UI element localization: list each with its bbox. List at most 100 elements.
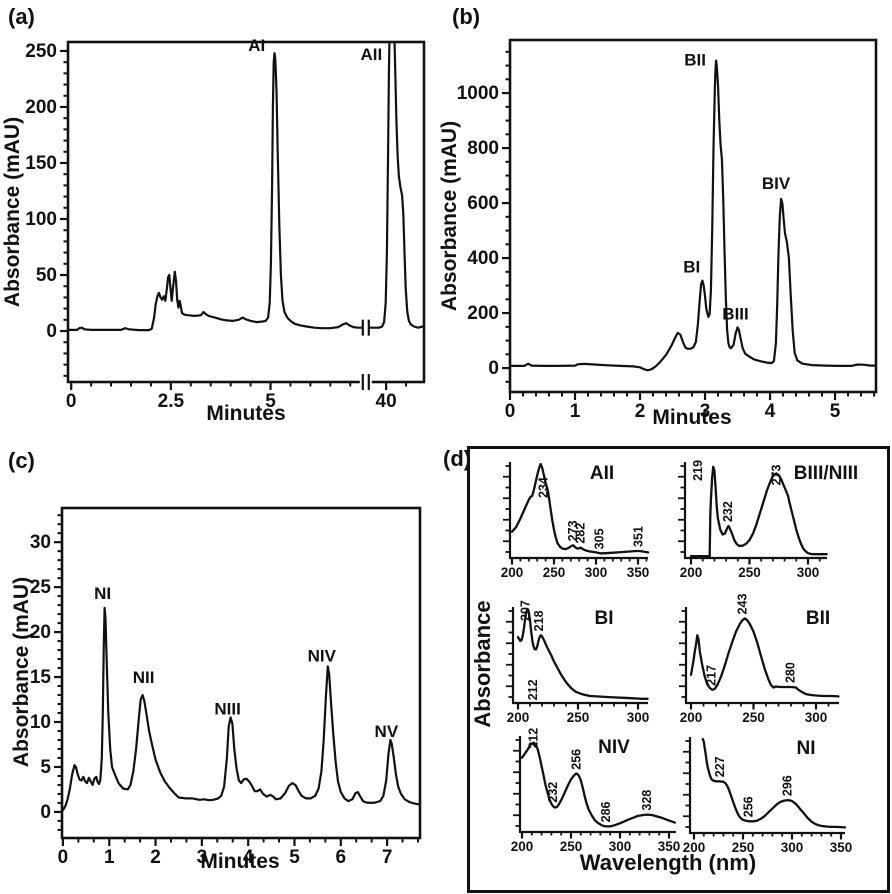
uv-spectrum-niv: 200 250 300 350 212 232 256 286 328 NIV xyxy=(511,728,681,854)
svg-text:256: 256 xyxy=(741,796,755,817)
svg-text:BII: BII xyxy=(806,608,830,629)
svg-text:7: 7 xyxy=(382,847,393,868)
svg-text:300: 300 xyxy=(627,710,650,725)
svg-text:800: 800 xyxy=(467,138,499,159)
svg-text:350: 350 xyxy=(627,565,650,580)
svg-text:NI: NI xyxy=(94,584,111,603)
svg-text:300: 300 xyxy=(609,839,632,854)
svg-text:BIV: BIV xyxy=(762,174,791,193)
svg-text:2.5: 2.5 xyxy=(158,391,185,412)
svg-text:200: 200 xyxy=(25,97,57,118)
svg-text:NIV: NIV xyxy=(598,737,630,758)
svg-text:NI: NI xyxy=(797,738,816,759)
panel-letter-c: (c) xyxy=(8,448,35,473)
svg-text:3: 3 xyxy=(700,401,711,422)
uv-spectrum-biii-niii: 200 250 300 219 232 273 BIII/NIII xyxy=(678,460,858,580)
svg-text:BIII/NIII: BIII/NIII xyxy=(794,463,858,484)
x-axis-title-a: Minutes xyxy=(206,402,286,425)
svg-text:NII: NII xyxy=(133,668,155,687)
svg-text:400: 400 xyxy=(467,248,499,269)
x-axis-title-b: Minutes xyxy=(652,406,732,429)
svg-text:5: 5 xyxy=(289,847,300,868)
panel-letter-a: (a) xyxy=(8,4,35,29)
svg-text:AII: AII xyxy=(590,463,614,484)
svg-text:200: 200 xyxy=(680,565,703,580)
uv-spectrum-bii: 200 250 300 217 243 280 BII xyxy=(679,593,840,725)
chromatogram-panel-c: 0 5 10 15 20 25 30 0 1 2 3 4 5 6 7 NI NII NIII NIV NV xyxy=(30,506,422,868)
svg-text:4: 4 xyxy=(243,847,254,868)
x-axis-title-d-wavelength: Wavelength (nm) xyxy=(579,850,757,875)
svg-text:NV: NV xyxy=(375,722,399,741)
svg-text:AI: AI xyxy=(248,36,265,55)
svg-text:1: 1 xyxy=(570,401,581,422)
svg-text:219: 219 xyxy=(691,460,705,481)
svg-text:600: 600 xyxy=(467,193,499,214)
svg-text:296: 296 xyxy=(781,775,795,796)
svg-text:150: 150 xyxy=(25,153,57,174)
svg-text:20: 20 xyxy=(30,622,51,643)
panel-letter-d: (d) xyxy=(443,446,472,471)
x-axis-title-c: Minutes xyxy=(200,850,280,873)
svg-text:0: 0 xyxy=(46,321,57,342)
svg-text:0: 0 xyxy=(66,391,77,412)
svg-text:AII: AII xyxy=(360,45,382,64)
svg-text:40: 40 xyxy=(376,391,397,412)
svg-text:1: 1 xyxy=(104,847,115,868)
svg-text:BI: BI xyxy=(595,608,614,629)
svg-text:0: 0 xyxy=(488,358,499,379)
svg-text:200: 200 xyxy=(683,840,706,855)
svg-text:250: 250 xyxy=(560,839,583,854)
svg-text:351: 351 xyxy=(631,526,645,547)
svg-text:273: 273 xyxy=(769,464,783,485)
svg-text:300: 300 xyxy=(805,710,828,725)
svg-text:232: 232 xyxy=(721,501,735,522)
svg-text:282: 282 xyxy=(573,523,587,544)
chromatogram-panel-a: 0 50 100 150 200 250 0 2.5 5 40 AI AII xyxy=(25,36,426,412)
svg-text:2: 2 xyxy=(635,401,646,422)
svg-text:300: 300 xyxy=(781,840,804,855)
svg-text:3: 3 xyxy=(197,847,208,868)
svg-text:250: 250 xyxy=(567,710,590,725)
svg-text:200: 200 xyxy=(507,710,530,725)
svg-text:100: 100 xyxy=(25,209,57,230)
svg-text:30: 30 xyxy=(30,532,51,553)
svg-text:328: 328 xyxy=(640,790,654,811)
svg-text:BIII: BIII xyxy=(722,304,748,323)
svg-text:300: 300 xyxy=(797,565,820,580)
svg-text:200: 200 xyxy=(511,839,534,854)
svg-text:0: 0 xyxy=(505,401,516,422)
svg-text:300: 300 xyxy=(585,565,608,580)
svg-text:250: 250 xyxy=(25,41,57,62)
svg-text:286: 286 xyxy=(599,801,613,822)
svg-text:NIV: NIV xyxy=(308,646,337,665)
svg-text:2: 2 xyxy=(150,847,161,868)
svg-text:200: 200 xyxy=(501,565,524,580)
svg-text:6: 6 xyxy=(336,847,347,868)
svg-text:212: 212 xyxy=(526,679,540,700)
uv-spectrum-ni: 200 250 300 350 227 256 296 NI xyxy=(683,737,852,855)
svg-text:5: 5 xyxy=(40,757,51,778)
svg-text:256: 256 xyxy=(569,749,583,770)
svg-text:0: 0 xyxy=(40,802,51,823)
svg-text:50: 50 xyxy=(36,265,57,286)
svg-text:227: 227 xyxy=(713,756,727,777)
svg-text:207: 207 xyxy=(518,600,532,621)
panel-letter-b: (b) xyxy=(452,4,481,29)
svg-text:BI: BI xyxy=(683,258,700,277)
svg-text:305: 305 xyxy=(593,528,607,549)
svg-text:5: 5 xyxy=(265,391,276,412)
svg-text:200: 200 xyxy=(680,710,703,725)
svg-text:200: 200 xyxy=(467,303,499,324)
svg-text:243: 243 xyxy=(736,593,750,614)
svg-text:4: 4 xyxy=(765,401,776,422)
svg-text:15: 15 xyxy=(30,667,52,688)
svg-text:1000: 1000 xyxy=(457,83,499,104)
svg-text:10: 10 xyxy=(30,712,51,733)
svg-text:217: 217 xyxy=(705,665,719,686)
svg-text:350: 350 xyxy=(658,839,681,854)
svg-text:273: 273 xyxy=(566,520,580,541)
svg-text:NIII: NIII xyxy=(214,700,240,719)
svg-text:250: 250 xyxy=(742,710,765,725)
